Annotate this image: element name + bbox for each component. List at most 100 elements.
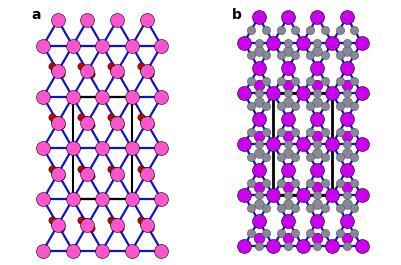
Point: [117, 226, 124, 230]
Point: [87, 226, 94, 230]
Point: [87, 123, 94, 127]
Point: [270, 193, 277, 197]
Point: [263, 206, 269, 210]
Point: [292, 231, 299, 236]
Point: [142, 170, 148, 174]
Point: [158, 95, 164, 99]
Point: [241, 193, 247, 197]
Point: [99, 146, 105, 150]
Point: [114, 120, 120, 125]
Point: [112, 119, 118, 123]
Point: [248, 79, 255, 83]
Point: [58, 174, 64, 179]
Point: [270, 244, 277, 248]
Point: [117, 72, 124, 76]
Point: [99, 95, 105, 99]
Point: [255, 91, 262, 96]
Point: [322, 155, 328, 159]
Point: [344, 134, 350, 138]
Point: [255, 193, 262, 197]
Point: [84, 172, 91, 176]
Point: [344, 66, 350, 70]
Point: [285, 219, 291, 223]
Point: [307, 130, 313, 134]
Point: [285, 134, 291, 138]
Point: [263, 180, 269, 185]
Point: [336, 180, 343, 185]
Point: [82, 119, 89, 123]
Point: [270, 91, 277, 96]
Point: [358, 40, 365, 45]
Point: [329, 244, 335, 248]
Point: [300, 91, 306, 96]
Point: [314, 117, 321, 121]
Point: [40, 95, 47, 99]
Point: [270, 40, 277, 45]
Point: [255, 66, 262, 70]
Point: [277, 104, 284, 108]
Point: [263, 130, 269, 134]
Point: [292, 130, 299, 134]
Point: [314, 185, 321, 189]
Point: [322, 53, 328, 57]
Point: [248, 28, 255, 32]
Point: [53, 221, 59, 226]
Point: [285, 236, 291, 240]
Point: [241, 91, 247, 96]
Point: [248, 130, 255, 134]
Point: [142, 68, 148, 72]
Point: [99, 197, 105, 201]
Point: [158, 146, 164, 150]
Point: [351, 104, 357, 108]
Point: [322, 206, 328, 210]
Point: [292, 28, 299, 32]
Point: [314, 91, 321, 96]
Point: [344, 83, 350, 87]
Point: [314, 134, 321, 138]
Point: [285, 193, 291, 197]
Point: [69, 197, 76, 201]
Point: [263, 53, 269, 57]
Point: [112, 221, 118, 226]
Point: [255, 236, 262, 240]
Point: [307, 28, 313, 32]
Point: [351, 231, 357, 236]
Point: [263, 28, 269, 32]
Point: [285, 15, 291, 19]
Point: [292, 206, 299, 210]
Point: [336, 79, 343, 83]
Point: [292, 53, 299, 57]
Point: [117, 123, 124, 127]
Point: [248, 206, 255, 210]
Point: [322, 180, 328, 185]
Point: [142, 221, 148, 226]
Point: [285, 202, 291, 206]
Point: [314, 142, 321, 147]
Point: [314, 193, 321, 197]
Point: [285, 91, 291, 96]
Point: [40, 197, 47, 201]
Point: [344, 117, 350, 121]
Point: [49, 218, 55, 222]
Point: [351, 180, 357, 185]
Point: [285, 117, 291, 121]
Point: [99, 43, 105, 48]
Point: [300, 193, 306, 197]
Point: [285, 168, 291, 172]
Point: [300, 142, 306, 147]
Point: [314, 168, 321, 172]
Point: [255, 49, 262, 53]
Point: [336, 104, 343, 108]
Point: [314, 100, 321, 104]
Point: [292, 79, 299, 83]
Point: [82, 170, 89, 174]
Point: [358, 244, 365, 248]
Point: [82, 221, 89, 226]
Point: [82, 68, 89, 72]
Point: [307, 206, 313, 210]
Point: [78, 166, 85, 171]
Point: [314, 236, 321, 240]
Point: [351, 155, 357, 159]
Point: [322, 130, 328, 134]
Point: [263, 104, 269, 108]
